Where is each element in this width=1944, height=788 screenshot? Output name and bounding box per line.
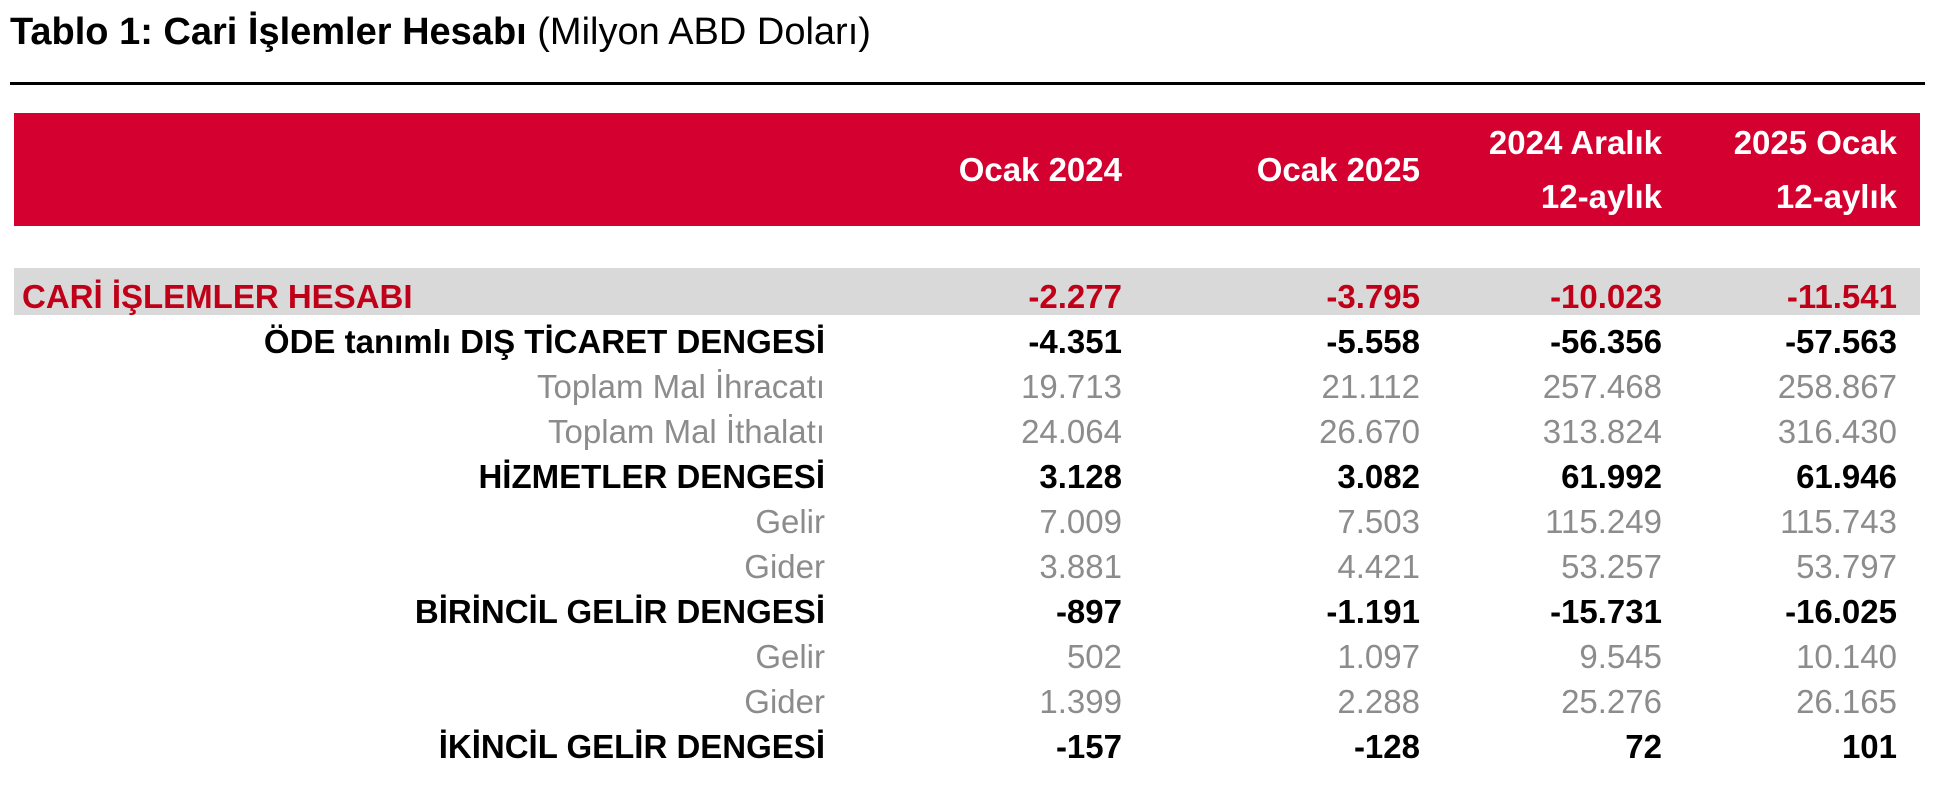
row-value-ocak-2024: 3.881 (1039, 548, 1122, 585)
row-value-ocak-2025: 4.421 (1337, 548, 1420, 585)
table-row-ikincil-gelir-dengesi: İKİNCİL GELİR DENGESİ -157 -128 72 101 (0, 724, 1944, 769)
row-label: Toplam Mal İthalatı (548, 413, 825, 450)
row-label: Gider (744, 683, 825, 720)
row-value-ocak-2024: 1.399 (1039, 683, 1122, 720)
row-label: İKİNCİL GELİR DENGESİ (438, 728, 825, 765)
row-value-2024-aralik: 53.257 (1561, 548, 1662, 585)
row-value-2024-aralik: 25.276 (1561, 683, 1662, 720)
table-row-birincil-gider: Gider 1.399 2.288 25.276 26.165 (0, 679, 1944, 724)
column-header-line1: 2024 Aralık (1488, 123, 1662, 161)
row-value-2024-aralik: 61.992 (1561, 458, 1662, 495)
row-label: Toplam Mal İhracatı (537, 368, 825, 405)
table-row-hizmetler-gelir: Gelir 7.009 7.503 115.249 115.743 (0, 499, 1944, 544)
row-value-ocak-2024: -4.351 (1028, 323, 1122, 360)
row-value-ocak-2025: -3.795 (1326, 278, 1420, 315)
row-value-2025-ocak: -57.563 (1785, 323, 1897, 360)
row-value-ocak-2024: 19.713 (1021, 368, 1122, 405)
table-title-unit: (Milyon ABD Doları) (537, 11, 871, 53)
row-value-2024-aralik: 9.545 (1579, 638, 1662, 675)
row-value-ocak-2024: 502 (1066, 638, 1122, 675)
column-header-ocak-2025: Ocak 2025 (1257, 113, 1420, 226)
row-value-2024-aralik: -15.731 (1550, 593, 1662, 630)
row-value-ocak-2025: 26.670 (1319, 413, 1420, 450)
row-value-2025-ocak: 115.743 (1780, 503, 1897, 540)
row-value-ocak-2024: -2.277 (1028, 278, 1122, 315)
row-label: ÖDE tanımlı DIŞ TİCARET DENGESİ (263, 323, 825, 360)
column-header-line1: Ocak 2025 (1256, 150, 1420, 188)
table-row-cari-islemler-hesabi: CARİ İŞLEMLER HESABI -2.277 -3.795 -10.0… (0, 274, 1944, 319)
table-row-birincil-gelir-dengesi: BİRİNCİL GELİR DENGESİ -897 -1.191 -15.7… (0, 589, 1944, 634)
row-value-ocak-2025: -5.558 (1326, 323, 1420, 360)
table-row-dis-ticaret-dengesi: ÖDE tanımlı DIŞ TİCARET DENGESİ -4.351 -… (0, 319, 1944, 364)
row-value-2025-ocak: 10.140 (1796, 638, 1897, 675)
title-divider (10, 82, 1925, 85)
row-value-ocak-2024: 7.009 (1039, 503, 1122, 540)
total-row-highlight (14, 268, 1920, 315)
row-value-2025-ocak: -16.025 (1785, 593, 1897, 630)
column-header-line1: 2025 Ocak (1733, 123, 1897, 161)
row-value-ocak-2025: 3.082 (1337, 458, 1420, 495)
row-label: CARİ İŞLEMLER HESABI (22, 278, 413, 315)
row-value-2025-ocak: 26.165 (1796, 683, 1897, 720)
row-label: HİZMETLER DENGESİ (478, 458, 825, 495)
row-value-2025-ocak: 61.946 (1796, 458, 1897, 495)
table-title-main: Tablo 1: Cari İşlemler Hesabı (10, 11, 527, 53)
column-header-line2: 12-aylık (1775, 177, 1897, 215)
column-header-2024-aralik-12-aylik: 2024 Aralık 12-aylık (1489, 113, 1662, 226)
table-row-hizmetler-dengesi: HİZMETLER DENGESİ 3.128 3.082 61.992 61.… (0, 454, 1944, 499)
row-label: Gelir (755, 503, 825, 540)
row-value-ocak-2025: 1.097 (1337, 638, 1420, 675)
row-value-ocak-2024: 3.128 (1039, 458, 1122, 495)
column-header-2025-ocak-12-aylik: 2025 Ocak 12-aylık (1734, 113, 1897, 226)
column-header-line2: 12-aylık (1540, 177, 1662, 215)
row-value-ocak-2024: -157 (1055, 728, 1122, 765)
table-title: Tablo 1: Cari İşlemler Hesabı (Milyon AB… (10, 6, 871, 58)
row-value-2024-aralik: 313.824 (1542, 413, 1662, 450)
row-value-2024-aralik: -56.356 (1550, 323, 1662, 360)
table-row-hizmetler-gider: Gider 3.881 4.421 53.257 53.797 (0, 544, 1944, 589)
row-label: Gider (744, 548, 825, 585)
row-label: BİRİNCİL GELİR DENGESİ (414, 593, 825, 630)
table-row-mal-ithalati: Toplam Mal İthalatı 24.064 26.670 313.82… (0, 409, 1944, 454)
table-row-mal-ihracati: Toplam Mal İhracatı 19.713 21.112 257.46… (0, 364, 1944, 409)
row-value-2025-ocak: 53.797 (1796, 548, 1897, 585)
row-value-2025-ocak: 316.430 (1777, 413, 1897, 450)
row-value-2025-ocak: -11.541 (1786, 278, 1897, 315)
row-value-ocak-2024: -897 (1055, 593, 1122, 630)
row-value-ocak-2025: 2.288 (1337, 683, 1420, 720)
column-header-ocak-2024: Ocak 2024 (959, 113, 1122, 226)
row-value-2025-ocak: 101 (1841, 728, 1897, 765)
row-value-2024-aralik: 257.468 (1542, 368, 1662, 405)
table-header: Ocak 2024 Ocak 2025 2024 Aralık 12-aylık… (14, 113, 1920, 226)
row-value-2024-aralik: -10.023 (1550, 278, 1662, 315)
row-value-ocak-2025: 21.112 (1321, 368, 1420, 405)
row-label: Gelir (755, 638, 825, 675)
row-value-ocak-2025: 7.503 (1337, 503, 1420, 540)
row-value-2024-aralik: 115.249 (1545, 503, 1662, 540)
table-row-birincil-gelir: Gelir 502 1.097 9.545 10.140 (0, 634, 1944, 679)
row-value-2024-aralik: 72 (1625, 728, 1662, 765)
row-value-ocak-2025: -128 (1353, 728, 1420, 765)
column-header-line1: Ocak 2024 (958, 150, 1122, 188)
row-value-ocak-2025: -1.191 (1326, 593, 1420, 630)
row-value-ocak-2024: 24.064 (1021, 413, 1122, 450)
row-value-2025-ocak: 258.867 (1777, 368, 1897, 405)
